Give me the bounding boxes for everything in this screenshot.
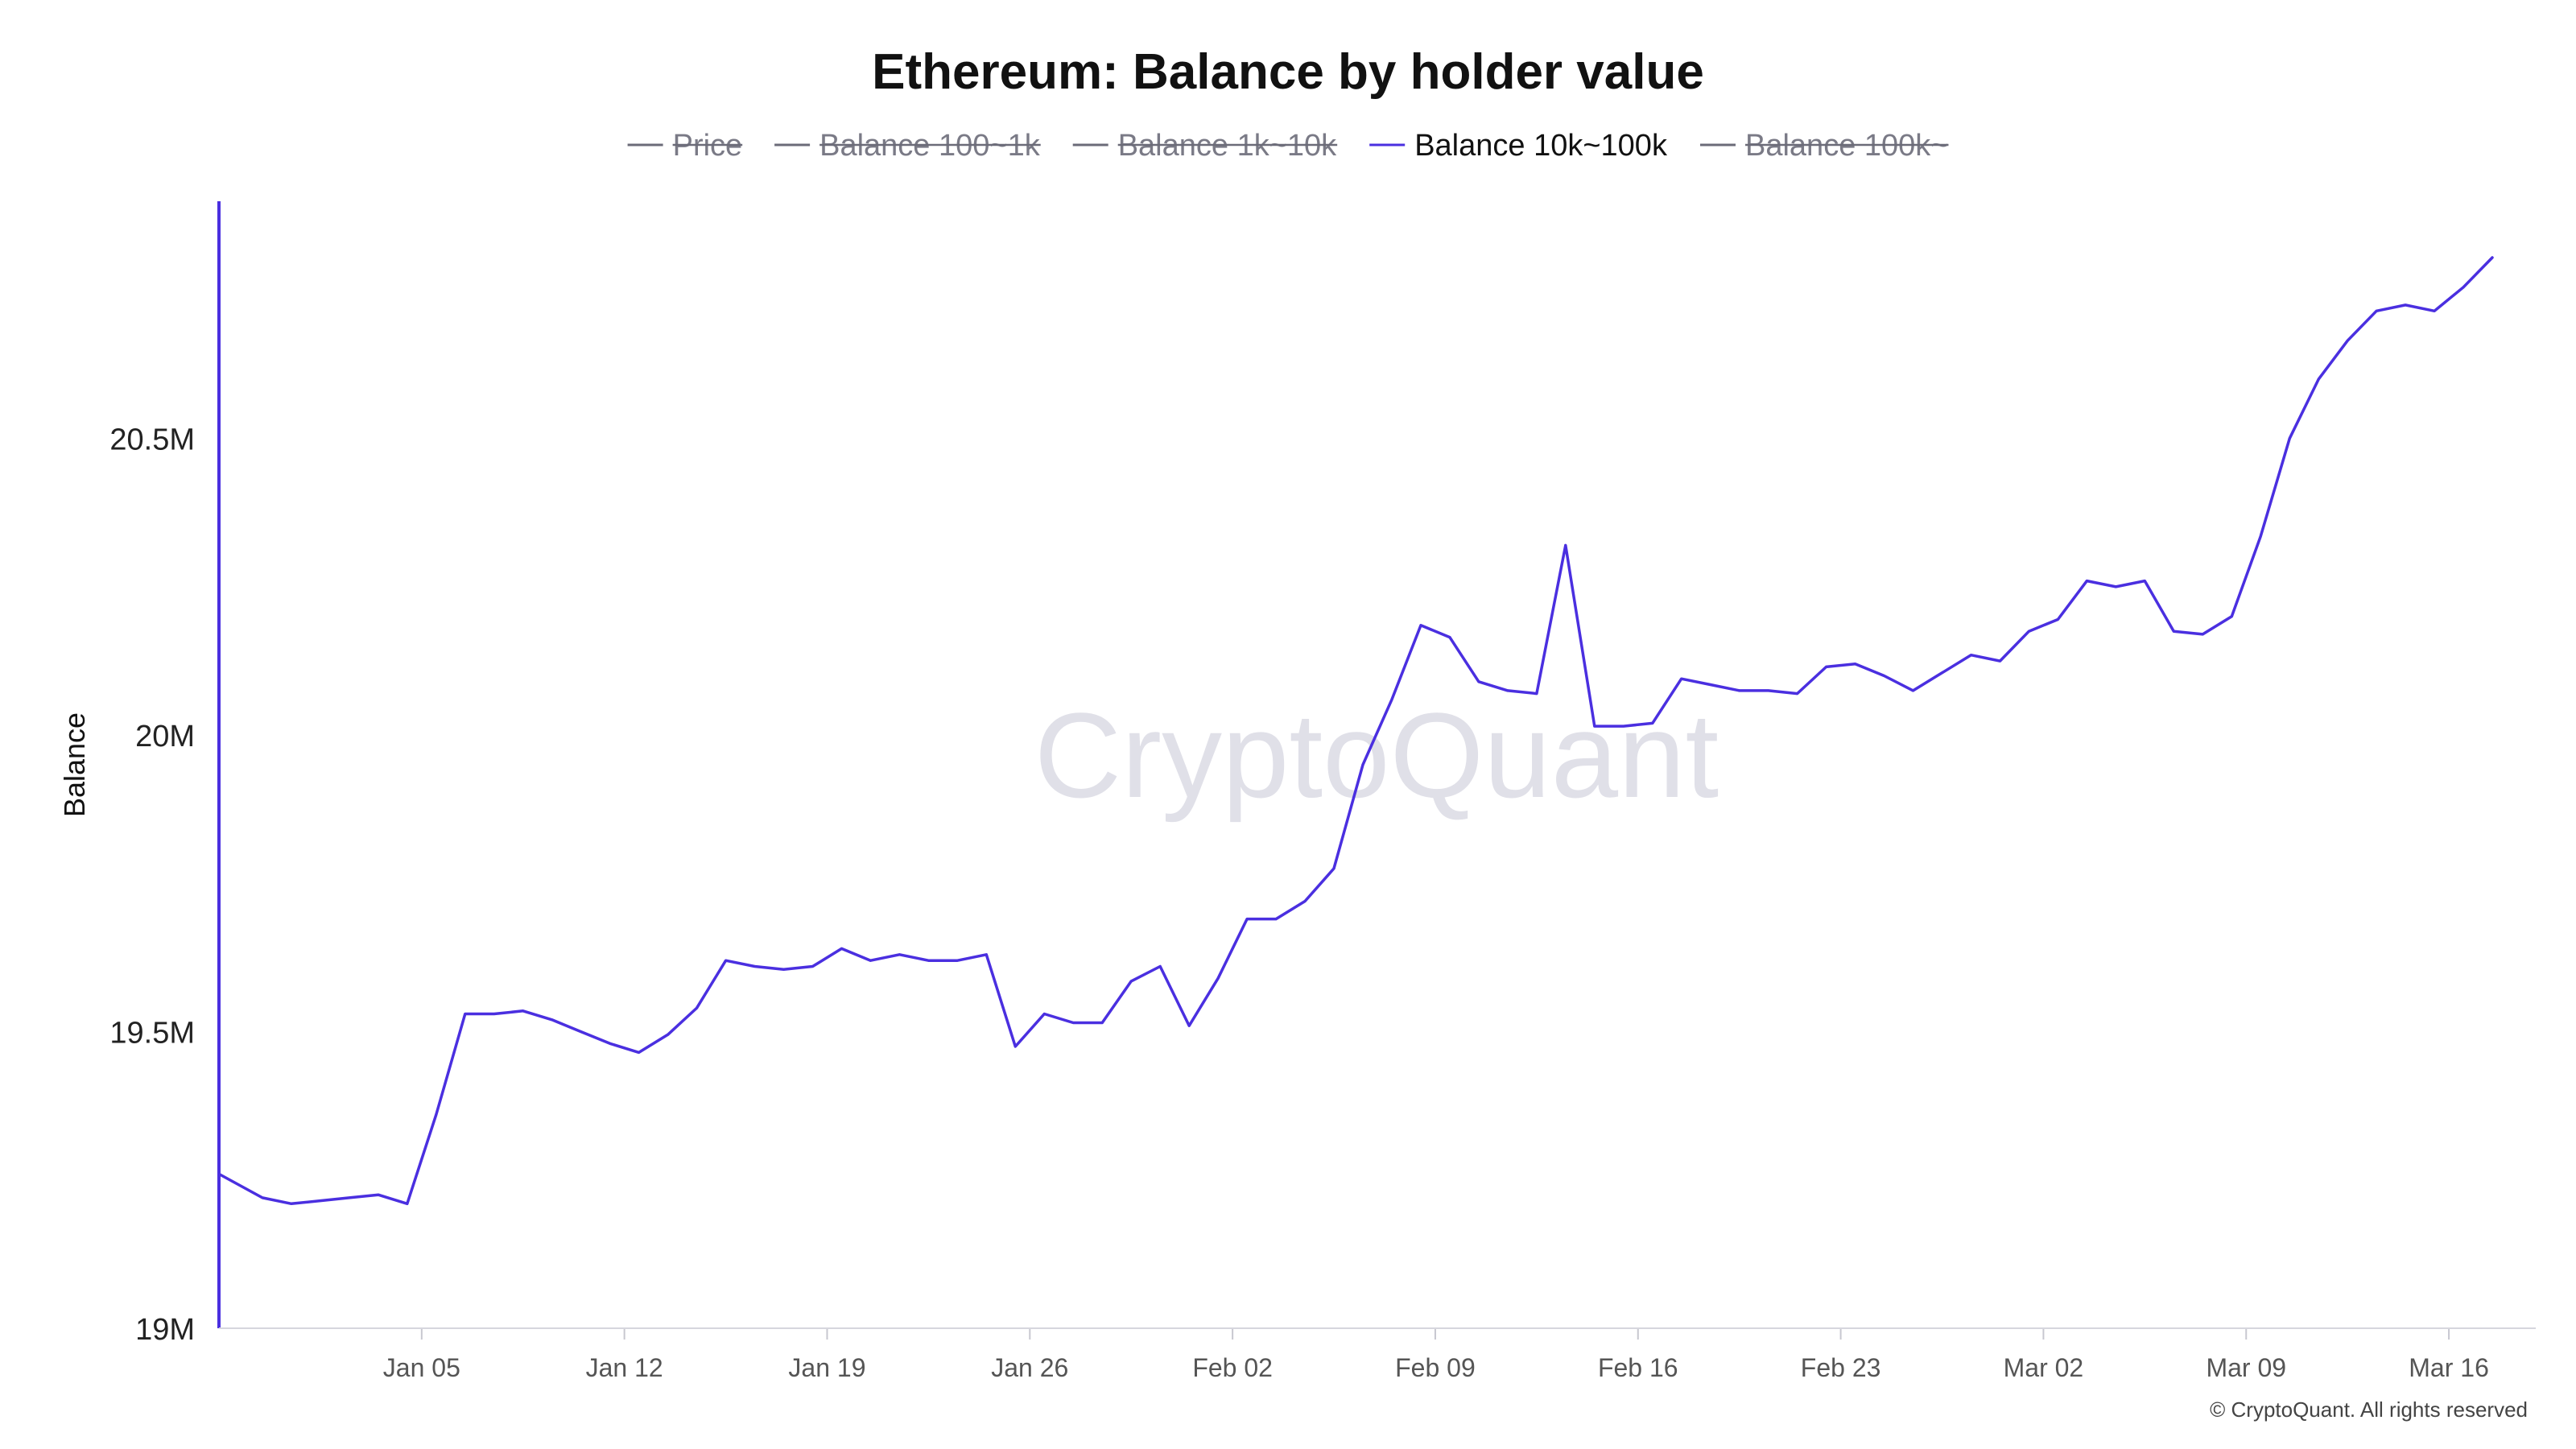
y-tick-label: 19M (135, 1313, 195, 1347)
x-axis: Jan 05 Jan 12 Jan 19 Jan 26 Feb 02 Feb 09 Feb … (383, 1328, 2489, 1382)
legend-item-balance-1k-10k[interactable]: Balance 1k~10k (1072, 129, 1338, 163)
copyright: © CryptoQuant. All rights reserved (2210, 1397, 2528, 1422)
x-tick-label: Feb 02 (1192, 1353, 1273, 1382)
x-tick-label: Feb 09 (1395, 1353, 1476, 1382)
legend: Price Balance 100~1k Balance 1k~10k Balance… (627, 129, 1949, 163)
y-tick-label: 20M (135, 720, 195, 753)
x-tick-label: Mar 16 (2409, 1353, 2489, 1382)
x-tick-label: Jan 19 (788, 1353, 865, 1382)
x-tick-label: Feb 16 (1598, 1353, 1678, 1382)
series-group (217, 256, 2494, 1206)
y-axis: 19M 19.5M 20M 20.5M (109, 423, 195, 1347)
series-line-balance-10k-100k (217, 256, 2494, 1206)
legend-item-balance-100k[interactable]: Balance 100k~ (1700, 129, 1949, 163)
x-tick-label: Mar 09 (2206, 1353, 2286, 1382)
x-tick-label: Jan 26 (991, 1353, 1068, 1382)
x-tick-label: Mar 02 (2004, 1353, 2084, 1382)
legend-item-balance-100-1k[interactable]: Balance 100~1k (774, 129, 1041, 163)
chart-title: Ethereum: Balance by holder value (872, 44, 1704, 100)
watermark: CryptoQuant (1034, 687, 1719, 823)
legend-item-price[interactable]: Price (627, 129, 743, 163)
y-axis-title: Balance (58, 712, 91, 817)
x-tick-label: Jan 12 (586, 1353, 663, 1382)
x-tick-label: Jan 05 (383, 1353, 460, 1382)
legend-item-balance-10k-100k[interactable]: Balance 10k~100k (1369, 129, 1668, 163)
legend-label: Balance 10k~100k (1414, 129, 1668, 163)
x-tick-label: Feb 23 (1801, 1353, 1881, 1382)
y-tick-label: 19.5M (109, 1017, 195, 1051)
y-tick-label: 20.5M (109, 423, 195, 457)
